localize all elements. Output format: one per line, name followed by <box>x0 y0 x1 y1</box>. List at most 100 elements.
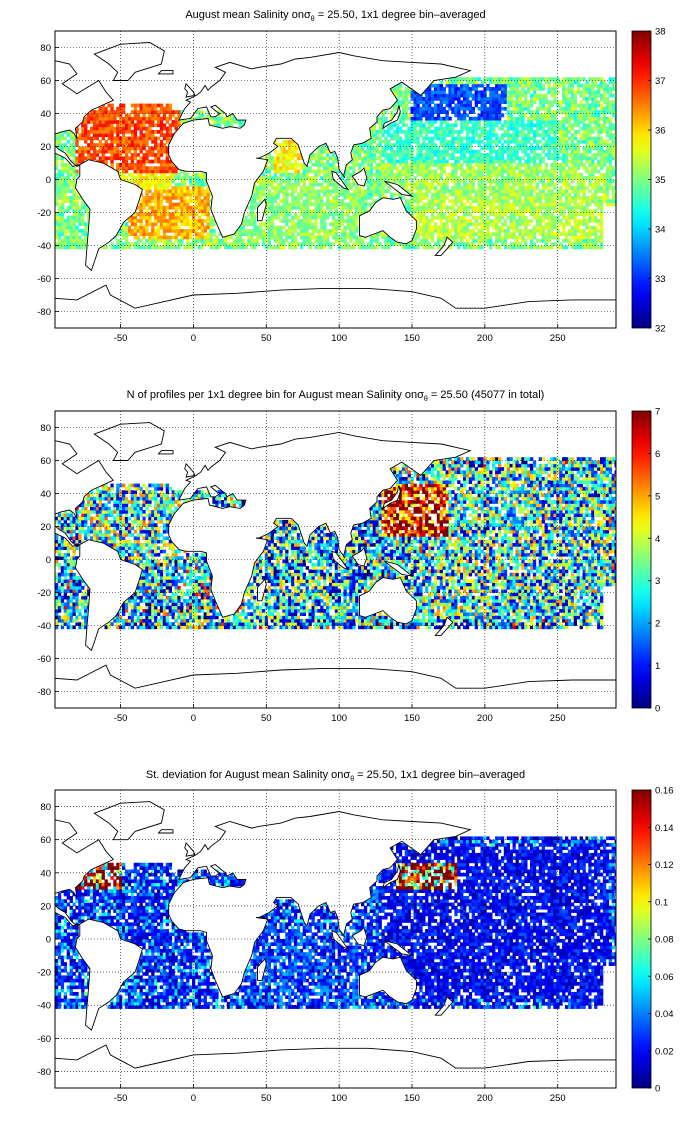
data-cell <box>186 222 190 227</box>
data-cell <box>396 172 400 177</box>
data-cell <box>276 182 280 187</box>
data-cell <box>448 189 452 194</box>
data-cell <box>200 113 204 118</box>
data-cell <box>294 163 298 167</box>
data-cell <box>165 133 169 137</box>
data-cell <box>390 176 394 180</box>
data-cell <box>471 205 475 210</box>
data-cell <box>375 133 379 137</box>
data-cell <box>465 163 470 167</box>
data-cell <box>101 113 105 118</box>
data-cell <box>375 136 379 141</box>
data-cell <box>495 238 499 243</box>
data-cell <box>78 149 82 154</box>
data-cell <box>515 136 519 141</box>
data-cell <box>320 202 324 207</box>
data-cell <box>451 146 455 151</box>
data-cell <box>139 209 143 213</box>
data-cell <box>463 113 467 118</box>
data-cell <box>366 143 371 147</box>
data-cell <box>203 202 207 207</box>
data-cell <box>189 176 193 180</box>
data-cell <box>183 196 187 200</box>
data-cell <box>84 116 88 121</box>
data-cell <box>527 146 531 151</box>
data-cell <box>500 189 505 194</box>
data-cell <box>416 219 420 223</box>
data-cell <box>524 172 528 177</box>
data-cell <box>404 179 408 184</box>
data-cell <box>512 186 516 190</box>
data-cell <box>168 205 172 210</box>
data-cell <box>308 202 312 207</box>
data-cell <box>124 156 129 161</box>
data-cell <box>532 199 537 203</box>
data-cell <box>256 235 260 240</box>
data-cell <box>311 225 315 230</box>
data-cell <box>165 149 169 154</box>
data-cell <box>165 169 169 174</box>
data-cell <box>506 232 510 236</box>
data-cell <box>404 199 408 203</box>
data-cell <box>113 149 117 154</box>
data-cell <box>148 113 152 118</box>
data-cell <box>532 232 537 236</box>
data-cell <box>407 116 411 121</box>
data-cell <box>358 192 362 197</box>
data-cell <box>116 143 120 147</box>
data-cell <box>384 139 388 144</box>
data-cell <box>294 196 298 200</box>
data-cell <box>428 97 432 101</box>
data-cell <box>334 205 339 210</box>
data-cell <box>468 143 473 147</box>
data-cell <box>489 100 493 104</box>
data-cell <box>267 242 271 246</box>
data-cell <box>544 202 548 207</box>
data-cell <box>404 97 408 101</box>
data-cell <box>127 146 132 151</box>
data-cell <box>148 189 152 194</box>
data-cell <box>168 169 172 174</box>
data-cell <box>288 219 292 223</box>
data-cell <box>527 77 531 81</box>
data-cell <box>527 90 531 95</box>
data-cell <box>328 205 333 210</box>
data-cell <box>177 186 181 190</box>
data-cell <box>425 146 429 151</box>
data-cell <box>416 209 420 213</box>
data-cell <box>524 100 528 104</box>
data-cell <box>547 103 551 108</box>
data-cell <box>404 116 408 121</box>
data-cell <box>489 166 493 170</box>
data-cell <box>72 196 76 200</box>
data-cell <box>433 126 438 131</box>
data-cell <box>139 182 143 187</box>
data-cell <box>445 189 449 194</box>
data-cell <box>547 106 551 111</box>
data-cell <box>55 163 59 167</box>
data-cell <box>95 136 100 141</box>
data-cell <box>183 222 187 227</box>
data-cell <box>331 202 336 207</box>
data-cell <box>299 192 304 197</box>
data-cell <box>457 113 461 118</box>
data-cell <box>235 242 239 246</box>
data-cell <box>457 163 461 167</box>
data-cell <box>506 136 510 141</box>
data-cell <box>151 113 155 118</box>
data-cell <box>518 215 522 220</box>
data-cell <box>328 202 333 207</box>
data-cell <box>559 120 563 124</box>
data-cell <box>299 163 304 167</box>
data-cell <box>270 182 274 187</box>
data-cell <box>259 235 263 240</box>
data-cell <box>305 229 309 233</box>
data-cell <box>334 199 339 203</box>
data-cell <box>556 202 560 207</box>
data-cell <box>451 219 455 223</box>
data-cell <box>355 215 359 220</box>
data-cell <box>559 149 563 154</box>
data-cell <box>57 225 62 230</box>
data-cell <box>218 113 222 118</box>
data-cell <box>133 143 137 147</box>
